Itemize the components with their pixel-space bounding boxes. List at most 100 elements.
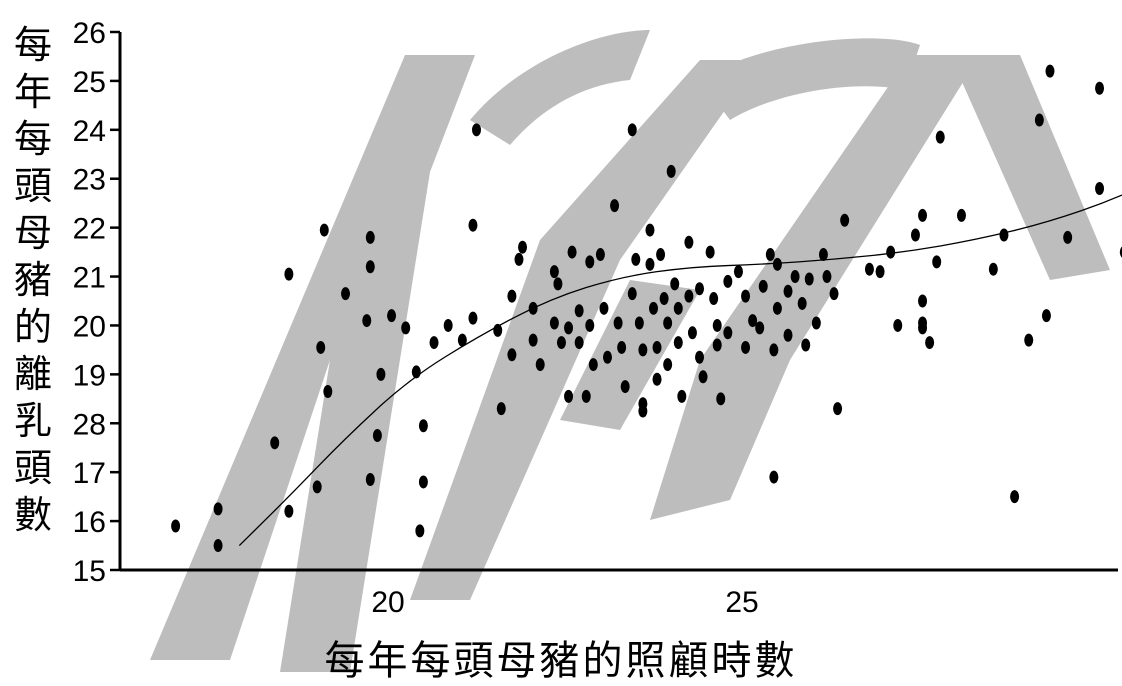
data-point (769, 343, 779, 357)
data-point (673, 301, 683, 315)
data-point (443, 318, 453, 332)
data-point (698, 370, 708, 384)
data-point (1041, 309, 1051, 323)
y-tick-label: 28 (73, 408, 106, 441)
data-point (507, 289, 517, 303)
data-point (617, 340, 627, 354)
y-tick-label: 23 (73, 164, 106, 197)
data-point (564, 321, 574, 335)
attl-watermark (150, 30, 1110, 672)
y-tick-label: 19 (73, 359, 106, 392)
data-point (790, 270, 800, 284)
data-point (652, 372, 662, 386)
data-point (918, 208, 928, 222)
data-point (411, 365, 421, 379)
data-point (638, 343, 648, 357)
data-point (418, 419, 428, 433)
data-point (549, 265, 559, 279)
data-point (684, 235, 694, 249)
y-axis-label-char: 數 (13, 493, 52, 537)
data-point (1034, 113, 1044, 127)
data-point (988, 262, 998, 276)
data-point (472, 123, 481, 137)
data-point (864, 262, 874, 276)
data-point (457, 333, 467, 347)
data-point (712, 318, 722, 332)
data-point (656, 248, 666, 262)
data-point (1063, 230, 1073, 244)
data-point (652, 340, 662, 354)
data-point (999, 228, 1009, 242)
data-point (684, 289, 694, 303)
y-axis-label-char: 頭 (13, 446, 52, 490)
data-point (638, 397, 648, 411)
data-point (316, 340, 326, 354)
data-point (468, 311, 478, 325)
data-point (401, 321, 411, 335)
data-point (372, 429, 382, 442)
data-point (1045, 64, 1055, 78)
x-axis-label: 每年每頭母豬的照顧時數 (324, 638, 798, 684)
data-point (270, 436, 280, 450)
data-point (886, 245, 896, 259)
data-point (553, 277, 563, 291)
data-point (631, 252, 641, 266)
data-point (772, 301, 782, 315)
data-point (602, 350, 612, 364)
data-point (910, 228, 920, 242)
data-point (677, 389, 687, 403)
data-point (341, 287, 351, 301)
data-point (748, 314, 758, 328)
data-point (663, 358, 673, 372)
y-axis-label-char: 每 (13, 117, 52, 161)
data-point (284, 504, 294, 518)
data-point (1010, 490, 1020, 504)
data-point (956, 208, 966, 222)
data-point (801, 338, 811, 352)
data-point (765, 248, 775, 262)
y-tick-label: 22 (73, 213, 106, 246)
data-point (171, 519, 181, 533)
y-tick-label: 25 (73, 66, 106, 99)
data-point (804, 272, 814, 286)
data-point (213, 539, 223, 553)
data-point (535, 358, 545, 372)
data-point (627, 287, 637, 301)
data-point (925, 336, 935, 350)
data-point (769, 470, 779, 484)
data-point (528, 301, 538, 315)
data-point (705, 245, 715, 259)
data-point (528, 333, 538, 347)
data-point (833, 402, 843, 416)
data-point (1095, 182, 1105, 196)
data-point (514, 252, 524, 266)
data-point (758, 279, 768, 293)
data-point (362, 314, 372, 328)
data-points (171, 64, 1122, 553)
data-point (507, 348, 517, 362)
data-point (733, 265, 743, 279)
data-point (468, 218, 478, 232)
y-tick-label: 21 (73, 262, 106, 295)
data-point (741, 340, 751, 354)
data-point (213, 502, 223, 516)
data-point (564, 389, 574, 403)
data-point (663, 316, 673, 330)
data-point (723, 274, 733, 288)
data-point (595, 248, 605, 262)
data-point (741, 289, 751, 303)
data-point (556, 336, 566, 350)
data-point (893, 318, 903, 332)
data-point (918, 294, 928, 308)
data-point (627, 123, 637, 137)
y-axis-ticks: 15 16 17 28 19 20 21 22 23 24 25 26 (73, 17, 120, 588)
data-point (695, 350, 705, 364)
data-point (312, 480, 322, 494)
data-point (1119, 246, 1122, 258)
data-point (610, 199, 620, 213)
data-point (709, 292, 719, 306)
x-tick-label: 25 (725, 586, 758, 619)
data-point (918, 321, 928, 335)
data-point (772, 257, 782, 271)
data-point (585, 318, 595, 332)
